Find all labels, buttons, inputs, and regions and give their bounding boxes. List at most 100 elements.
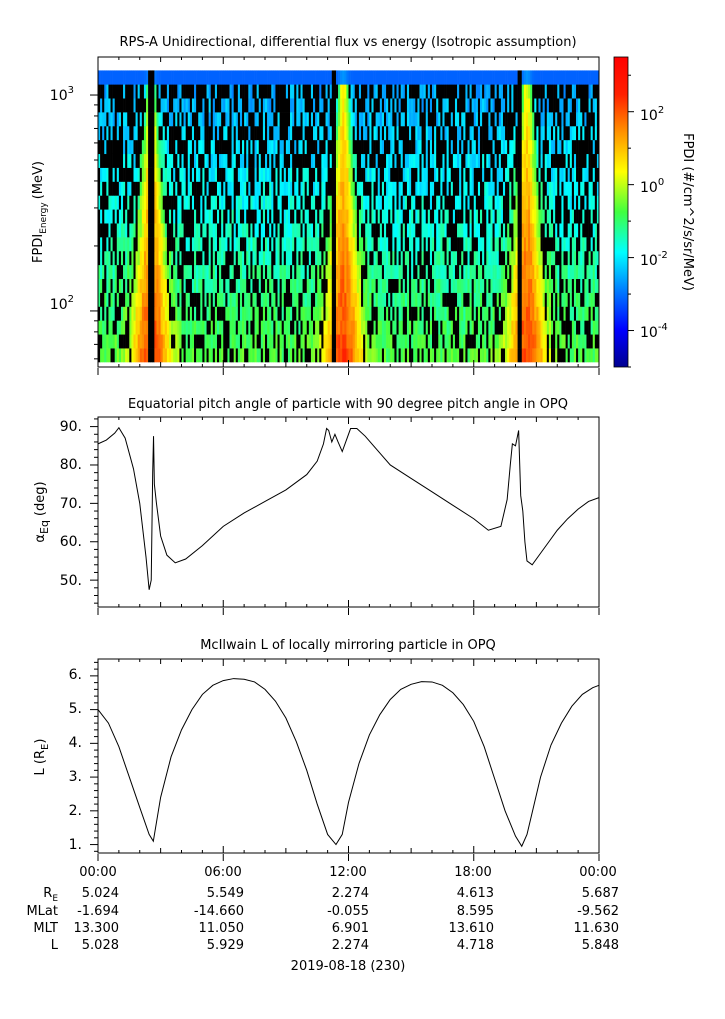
spectrogram-cell [102,112,105,127]
spectrogram-cell [160,98,164,113]
spectrogram-cell [137,292,141,307]
spectrogram-cell [540,98,543,113]
spectrogram-cell [473,264,477,280]
spectrogram-cell [296,306,299,321]
spectrogram-cell [350,348,353,363]
spectrogram-cell [436,181,439,196]
spectrogram-cell [530,334,533,349]
spectrogram-cell [555,181,558,196]
spectrogram-cell [200,348,203,363]
spectrogram-cell [233,112,237,127]
spectrogram-cell [528,209,531,224]
spectrogram-cell [484,223,487,238]
spectrogram-cell [438,306,441,321]
spectrogram-cell [565,112,568,127]
spectrogram-cell [242,195,245,210]
spectrogram-cell [496,237,500,252]
spectrogram-cell [400,70,404,85]
spectrogram-cell [262,70,266,85]
spectrogram-cell [204,320,207,335]
spectrogram-cell [381,334,385,349]
spectrogram-cell [576,306,579,321]
spectrogram-cell [302,237,305,252]
spectrogram-cell [135,98,138,113]
spectrogram-cell [118,139,122,155]
spectrogram-cell [120,348,124,363]
spectrogram-cell [559,181,562,196]
spectrogram-cell [398,223,401,238]
spectrogram-cell [459,181,462,196]
spectrogram-cell [160,292,164,307]
spectrogram-cell [492,167,495,182]
spectrogram-cell [223,70,226,85]
spectrogram-cell [492,348,495,363]
spectrogram-cell [505,334,508,349]
spectrogram-cell [262,84,266,99]
spectrogram-cell [208,112,212,127]
spectrogram-cell [482,334,485,349]
spectrogram-cell [371,306,374,321]
spectrogram-cell [402,167,406,182]
spectrogram-cell [496,98,500,113]
spectrogram-cell [196,334,199,349]
spectrogram-cell [158,112,161,127]
spectrogram-cell [488,334,491,349]
spectrogram-cell [446,98,449,113]
spectrogram-cell [331,209,335,224]
spectrogram-cell [106,292,109,307]
spectrogram-cell [528,153,531,168]
spectrogram-cell [502,320,506,335]
spectrogram-cell [129,334,132,349]
spectrogram-cell [392,167,395,182]
spectrogram-cell [383,167,387,182]
spectrogram-cell [171,237,174,252]
spectrogram-cell [413,167,416,182]
spectrogram-cell [584,209,587,224]
spectrogram-cell [141,223,145,238]
spectrogram-cell [175,125,178,141]
spectrogram-cell [442,264,445,280]
spectrogram-cell [275,348,278,363]
spectrogram-cell [114,250,118,266]
spectrogram-cell [523,209,527,224]
spectrogram-cell [500,334,504,349]
spectrogram-cell [206,153,209,168]
spectrogram-cell [216,223,220,238]
spectrogram-cell [400,84,404,99]
spectrogram-cell [104,167,107,182]
spectrogram-cell [333,112,337,127]
spectrogram-cell [248,181,251,196]
spectrogram-cell [557,250,560,266]
spectrogram-cell [406,320,410,335]
spectrogram-cell [356,125,360,141]
spectrogram-cell [118,153,122,168]
spectrogram-cell [356,209,360,224]
spectrogram-cell [406,181,410,196]
spectrogram-cell [166,223,170,238]
spectrogram-cell [544,320,548,335]
spectrogram-cell [452,153,456,168]
spectrogram-cell [219,181,222,196]
spectrogram-cell [164,70,168,85]
spectrogram-cell [171,195,174,210]
spectrogram-cell [191,195,195,210]
spectrogram-cell [429,306,433,321]
spectrogram-cell [425,112,429,127]
spectrogram-cell [561,139,564,155]
spectrogram-cell [162,264,166,280]
spectrogram-cell [592,292,596,307]
spectrogram-cell [244,348,247,363]
spectrogram-cell [594,278,598,293]
spectrogram-cell [275,237,278,252]
spectrogram-cell [146,209,149,224]
spectrogram-cell [494,250,498,266]
spectrogram-cell [567,250,571,266]
spectrogram-cell [373,348,376,363]
spectrogram-cell [281,334,285,349]
spectrogram-cell [206,70,209,85]
spectrogram-cell [150,84,153,99]
spectrogram-cell [296,98,299,113]
spectrogram-cell [181,167,184,182]
spectrogram-cell [162,84,166,99]
spectrogram-cell [277,98,280,113]
